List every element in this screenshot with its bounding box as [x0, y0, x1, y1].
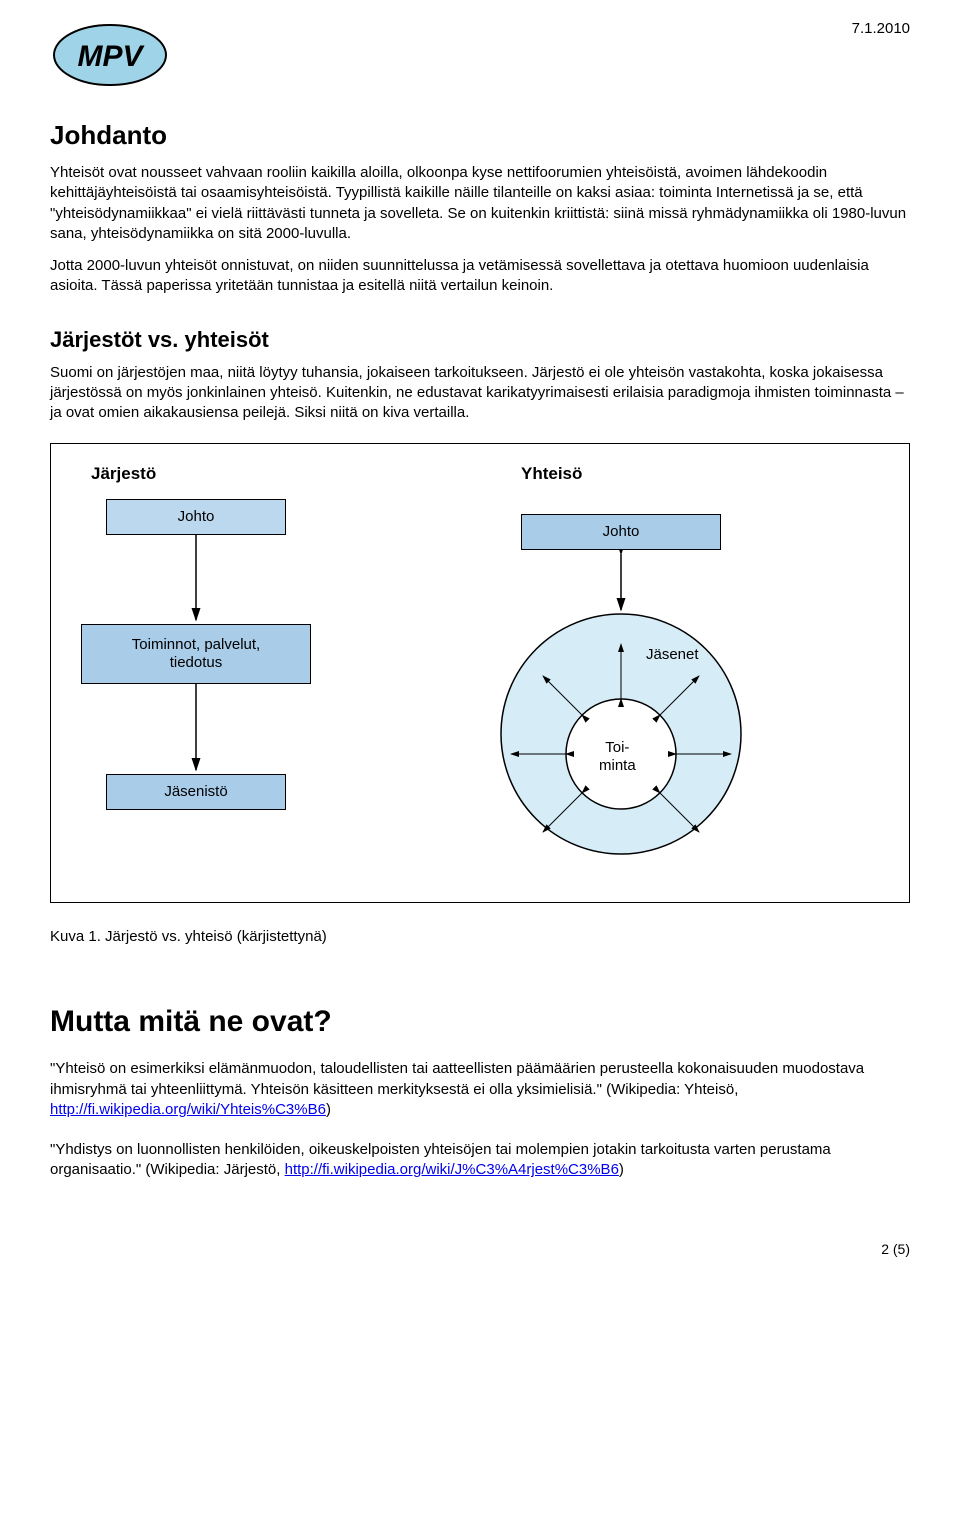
page-number: 2 (5) — [50, 1241, 910, 1257]
paragraph-johdanto-2: Jotta 2000-luvun yhteisöt onnistuvat, on… — [50, 256, 910, 297]
quote-yhteiso-text: "Yhteisö on esimerkiksi elämänmuodon, ta… — [50, 1060, 864, 1097]
quote-yhdistys-post: ) — [619, 1161, 624, 1178]
box-left-toiminnot: Toiminnot, palvelut, tiedotus — [81, 624, 311, 684]
quote-yhdistys: "Yhdistys on luonnollisten henkilöiden, … — [50, 1140, 910, 1181]
svg-text:MPV: MPV — [77, 40, 145, 73]
quote-yhteiso-post: ) — [326, 1101, 331, 1118]
document-date: 7.1.2010 — [852, 20, 910, 37]
label-jasenet: Jäsenet — [646, 646, 699, 663]
box-left-johto: Johto — [106, 499, 286, 535]
heading-johdanto: Johdanto — [50, 120, 910, 151]
link-wikipedia-jarjesto[interactable]: http://fi.wikipedia.org/wiki/J%C3%A4rjes… — [285, 1161, 619, 1178]
quote-yhteiso: "Yhteisö on esimerkiksi elämänmuodon, ta… — [50, 1059, 910, 1120]
logo: MPV — [50, 20, 170, 90]
diagram-caption: Kuva 1. Järjestö vs. yhteisö (kärjistett… — [50, 928, 910, 945]
paragraph-jarjestot-1: Suomi on järjestöjen maa, niitä löytyy t… — [50, 363, 910, 424]
box-left-jasenisto: Jäsenistö — [106, 774, 286, 810]
heading-jarjestot: Järjestöt vs. yhteisöt — [50, 327, 910, 353]
diagram-left-title: Järjestö — [91, 464, 156, 484]
diagram-frame: Järjestö Yhteisö Johto Toiminnot, palvel… — [50, 443, 910, 903]
heading-mutta: Mutta mitä ne ovat? — [50, 1005, 910, 1039]
link-wikipedia-yhteiso[interactable]: http://fi.wikipedia.org/wiki/Yhteis%C3%B… — [50, 1101, 326, 1118]
paragraph-johdanto-1: Yhteisöt ovat nousseet vahvaan rooliin k… — [50, 163, 910, 244]
box-right-johto: Johto — [521, 514, 721, 550]
label-toiminta: Toi- minta — [599, 739, 636, 775]
diagram-right-title: Yhteisö — [521, 464, 582, 484]
